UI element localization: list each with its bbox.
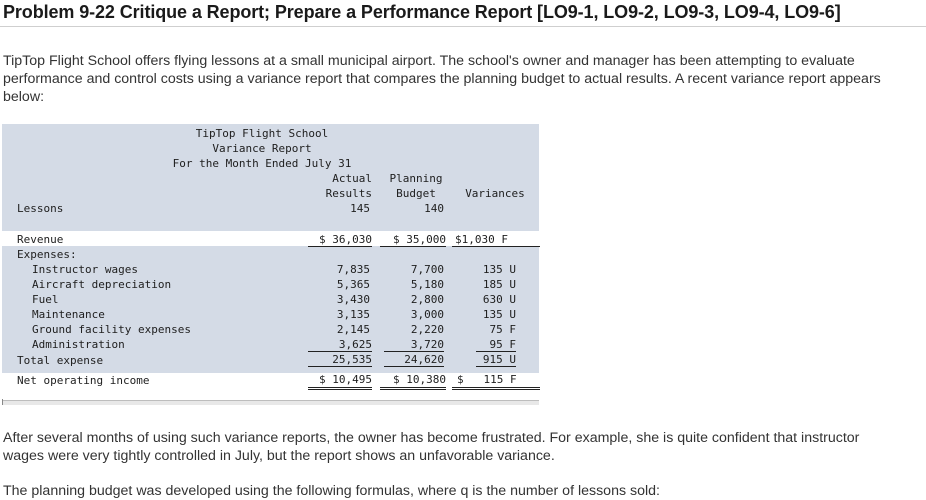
expense-budget: 5,180 (410, 278, 444, 291)
expense-variance: 185 U (482, 278, 516, 291)
total-actual: 25,535 (308, 353, 372, 367)
expense-budget: 2,220 (410, 323, 444, 336)
spacer-band (2, 216, 539, 231)
expense-variance: 135 U (482, 308, 516, 321)
col-actual-line2: Results (325, 187, 372, 200)
report-period: For the Month Ended July 31 (172, 157, 352, 170)
expenses-band (2, 246, 539, 381)
total-label: Total expense (17, 354, 104, 367)
lessons-actual: 145 (350, 202, 370, 215)
expense-actual: 7,835 (336, 263, 370, 276)
noi-budget: $ 10,380 (380, 373, 446, 390)
expense-label: Administration (32, 338, 125, 351)
noi-band (2, 373, 539, 397)
expense-label: Fuel (32, 293, 59, 306)
col-planning-line2: Budget (396, 187, 436, 200)
scrollbar-thumb[interactable] (2, 399, 3, 405)
intro-paragraph: TipTop Flight School offers flying lesso… (3, 53, 881, 105)
expense-actual: 2,145 (336, 323, 370, 336)
page-title: Problem 9-22 Critique a Report; Prepare … (3, 2, 841, 22)
expense-budget: 2,800 (410, 293, 444, 306)
expense-variance: 135 U (482, 263, 516, 276)
expense-budget: 3,720 (384, 338, 444, 352)
noi-label: Net operating income (17, 374, 150, 387)
col-variances: Variances (465, 187, 525, 200)
noi-variance: $ 115 F (452, 373, 540, 390)
expenses-label: Expenses: (17, 248, 77, 261)
variance-report: TipTop Flight School Variance Report For… (2, 124, 540, 405)
cutoff-paragraph: The planning budget was developed using … (3, 483, 660, 499)
lessons-label: Lessons (17, 202, 64, 215)
lessons-budget: 140 (424, 202, 444, 215)
report-header-band (2, 124, 539, 216)
report-name: Variance Report (212, 142, 312, 155)
title-divider (0, 26, 926, 27)
horizontal-scrollbar[interactable] (2, 399, 539, 405)
expense-label: Ground facility expenses (32, 323, 191, 336)
report-company: TipTop Flight School (195, 127, 329, 140)
expense-label: Maintenance (32, 308, 105, 321)
expense-variance: 95 F (476, 338, 516, 352)
revenue-variance: $1,030 F (452, 233, 540, 247)
noi-actual: $ 10,495 (308, 373, 372, 390)
revenue-band (2, 231, 539, 246)
expense-budget: 7,700 (410, 263, 444, 276)
after-paragraph: After several months of using such varia… (3, 430, 860, 464)
expense-actual: 3,430 (336, 293, 370, 306)
revenue-budget: $ 35,000 (380, 233, 446, 247)
col-actual-line1: Actual (332, 172, 372, 185)
revenue-label: Revenue (17, 233, 64, 246)
expense-label: Instructor wages (32, 263, 138, 276)
expense-actual: 3,135 (336, 308, 370, 321)
col-planning-line1: Planning (389, 172, 443, 185)
total-budget: 24,620 (384, 353, 444, 367)
revenue-actual: $ 36,030 (308, 233, 372, 247)
expense-actual: 3,625 (308, 338, 372, 352)
expense-label: Aircraft depreciation (32, 278, 172, 291)
expense-variance: 630 U (482, 293, 516, 306)
expense-budget: 3,000 (410, 308, 444, 321)
expense-variance: 75 F (489, 323, 517, 336)
expense-actual: 5,365 (336, 278, 370, 291)
total-variance: 915 U (476, 353, 516, 367)
